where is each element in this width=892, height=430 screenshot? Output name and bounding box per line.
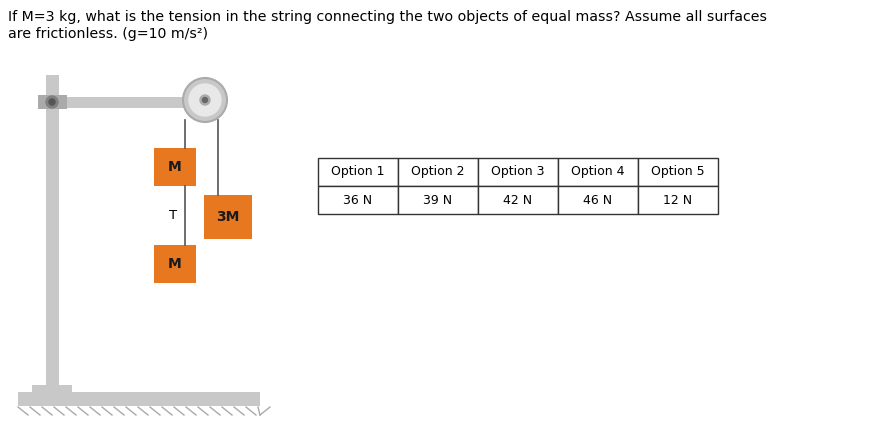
Bar (154, 148, 196, 186)
Bar (45, 75, 59, 385)
Bar (318, 186, 398, 214)
Bar (398, 158, 478, 186)
Text: M: M (168, 257, 182, 271)
Text: 46 N: 46 N (583, 194, 613, 206)
Bar (478, 186, 558, 214)
Text: Option 2: Option 2 (411, 166, 465, 178)
Text: 36 N: 36 N (343, 194, 373, 206)
Circle shape (49, 99, 55, 105)
Bar (52, 96, 205, 108)
Text: Option 3: Option 3 (491, 166, 545, 178)
Bar (558, 186, 638, 214)
Circle shape (46, 96, 58, 108)
Bar (154, 245, 196, 283)
Bar (478, 158, 558, 186)
Bar (37, 95, 67, 109)
Bar (318, 158, 398, 186)
Text: 12 N: 12 N (664, 194, 692, 206)
Text: Option 1: Option 1 (331, 166, 384, 178)
Bar (32, 385, 72, 395)
Text: 3M: 3M (217, 210, 240, 224)
Text: If M=3 kg, what is the tension in the string connecting the two objects of equal: If M=3 kg, what is the tension in the st… (8, 10, 767, 24)
Circle shape (200, 95, 210, 105)
Circle shape (183, 78, 227, 122)
Text: 39 N: 39 N (424, 194, 452, 206)
Circle shape (189, 84, 221, 116)
Text: are frictionless. (g=10 m/s²): are frictionless. (g=10 m/s²) (8, 27, 208, 41)
Bar (18, 392, 260, 406)
Text: T: T (169, 209, 177, 222)
Bar (201, 95, 209, 105)
Text: 42 N: 42 N (503, 194, 533, 206)
Bar (398, 186, 478, 214)
Text: M: M (168, 160, 182, 174)
Bar (558, 158, 638, 186)
Circle shape (202, 98, 208, 102)
Bar (638, 158, 718, 186)
Bar (638, 186, 718, 214)
Text: Option 4: Option 4 (571, 166, 624, 178)
Bar (204, 195, 252, 239)
Text: Option 5: Option 5 (651, 166, 705, 178)
